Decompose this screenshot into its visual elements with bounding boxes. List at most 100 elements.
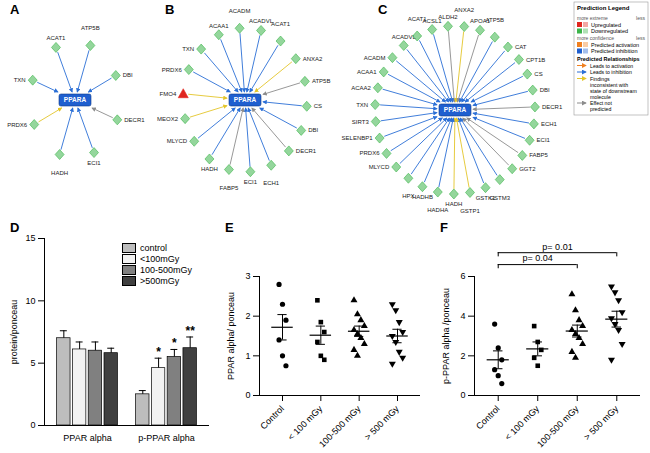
svg-text:Upregulated: Upregulated bbox=[591, 22, 621, 28]
svg-text:HADH: HADH bbox=[201, 166, 218, 172]
svg-text:GSTK1: GSTK1 bbox=[476, 195, 496, 201]
svg-text:ACADM: ACADM bbox=[229, 8, 251, 14]
svg-text:HPX: HPX bbox=[402, 193, 414, 199]
svg-text:p-PPAR alpha /ponceau: p-PPAR alpha /ponceau bbox=[441, 288, 451, 384]
svg-text:FMO4: FMO4 bbox=[160, 91, 177, 97]
svg-text:p-PPAR alpha: p-PPAR alpha bbox=[138, 433, 194, 443]
svg-text:ACAT1: ACAT1 bbox=[47, 35, 67, 41]
svg-text:CS: CS bbox=[534, 71, 542, 77]
svg-text:FABP5: FABP5 bbox=[220, 185, 239, 191]
svg-text:4: 4 bbox=[460, 311, 465, 321]
svg-text:2: 2 bbox=[460, 351, 465, 361]
svg-text:PPAR alpha: PPAR alpha bbox=[63, 433, 111, 443]
svg-text:more extreme: more extreme bbox=[577, 15, 608, 21]
svg-text:TXN: TXN bbox=[14, 77, 26, 83]
svg-text:DBI: DBI bbox=[308, 127, 318, 133]
svg-text:3: 3 bbox=[245, 271, 250, 281]
svg-text:100-500 mGy: 100-500 mGy bbox=[535, 403, 581, 449]
svg-text:PRDX6: PRDX6 bbox=[7, 122, 28, 128]
svg-text:ANXA2: ANXA2 bbox=[454, 7, 474, 13]
svg-text:ECH1: ECH1 bbox=[263, 180, 280, 186]
svg-text:< 100 mGy: < 100 mGy bbox=[503, 403, 542, 442]
svg-text:ACAA2: ACAA2 bbox=[351, 85, 371, 91]
svg-text:DBI: DBI bbox=[540, 87, 550, 93]
svg-text:HADHB: HADHB bbox=[412, 194, 433, 200]
svg-text:Leads to activation: Leads to activation bbox=[590, 63, 633, 69]
svg-text:1: 1 bbox=[245, 351, 250, 361]
svg-text:CAT: CAT bbox=[515, 44, 527, 50]
svg-text:CS: CS bbox=[314, 103, 322, 109]
svg-text:ACADVL: ACADVL bbox=[392, 34, 417, 40]
svg-text:Predicted Relationships: Predicted Relationships bbox=[577, 56, 640, 62]
svg-text:ECI1: ECI1 bbox=[537, 137, 551, 143]
svg-text:C: C bbox=[378, 2, 388, 17]
svg-text:Control: Control bbox=[258, 404, 286, 432]
svg-text:Downregulated: Downregulated bbox=[591, 28, 628, 34]
svg-text:GSTP1: GSTP1 bbox=[460, 208, 480, 214]
svg-text:MLYCD: MLYCD bbox=[167, 138, 188, 144]
svg-text:DECR1: DECR1 bbox=[542, 104, 563, 110]
svg-text:ECI1: ECI1 bbox=[87, 160, 101, 166]
svg-text:Predicted activation: Predicted activation bbox=[591, 42, 639, 48]
svg-text:ACSL1: ACSL1 bbox=[423, 18, 443, 24]
svg-text:PPARA: PPARA bbox=[64, 96, 87, 103]
svg-text:ECH1: ECH1 bbox=[541, 121, 558, 127]
svg-text:ATP5B: ATP5B bbox=[312, 78, 331, 84]
svg-text:Predicted inhibition: Predicted inhibition bbox=[591, 48, 637, 54]
svg-text:DECR1: DECR1 bbox=[124, 117, 145, 123]
svg-text:Prediction Legend: Prediction Legend bbox=[577, 5, 630, 11]
svg-text:Leads to inhibition: Leads to inhibition bbox=[590, 69, 632, 75]
svg-text:ATP5B: ATP5B bbox=[81, 25, 100, 31]
svg-text:2: 2 bbox=[245, 311, 250, 321]
svg-text:Control: Control bbox=[474, 404, 502, 432]
svg-text:*: * bbox=[156, 345, 161, 359]
svg-text:DBI: DBI bbox=[123, 72, 133, 78]
svg-text:ANXA2: ANXA2 bbox=[303, 56, 323, 62]
svg-text:ACADM: ACADM bbox=[364, 55, 386, 61]
svg-text:*: * bbox=[172, 336, 177, 350]
svg-text:5: 5 bbox=[30, 358, 35, 368]
svg-text:0: 0 bbox=[460, 390, 465, 400]
svg-text:A: A bbox=[10, 2, 20, 17]
svg-text:GGT2: GGT2 bbox=[519, 166, 536, 172]
svg-text:B: B bbox=[165, 2, 174, 17]
svg-text:less: less bbox=[636, 15, 645, 21]
svg-text:> 500 mGy: > 500 mGy bbox=[363, 403, 402, 442]
svg-text:MEOX2: MEOX2 bbox=[157, 116, 179, 122]
svg-text:0: 0 bbox=[245, 390, 250, 400]
svg-text:p= 0.04: p= 0.04 bbox=[523, 253, 553, 263]
svg-text:DECR1: DECR1 bbox=[296, 148, 317, 154]
svg-text:ACAT1: ACAT1 bbox=[271, 21, 291, 27]
svg-text:100-500 mGy: 100-500 mGy bbox=[317, 403, 363, 449]
svg-text:6: 6 bbox=[460, 271, 465, 281]
svg-text:15: 15 bbox=[25, 233, 35, 243]
svg-text:< 100 mGy: < 100 mGy bbox=[286, 403, 325, 442]
svg-text:PRDX6: PRDX6 bbox=[162, 67, 183, 73]
svg-text:protein/ponceau: protein/ponceau bbox=[9, 300, 19, 365]
svg-text:0: 0 bbox=[30, 420, 35, 430]
svg-text:ACADVL: ACADVL bbox=[249, 18, 274, 24]
svg-text:less: less bbox=[636, 35, 645, 41]
svg-text:SELENBP1: SELENBP1 bbox=[342, 135, 374, 141]
svg-text:PPARA: PPARA bbox=[444, 106, 467, 113]
svg-text:TXN: TXN bbox=[356, 102, 368, 108]
svg-text:PPARA: PPARA bbox=[234, 96, 257, 103]
svg-text:HADH: HADH bbox=[51, 170, 68, 176]
svg-text:ECI1: ECI1 bbox=[244, 179, 258, 185]
svg-text:ACAA1: ACAA1 bbox=[357, 69, 377, 75]
svg-text:TXN: TXN bbox=[182, 46, 194, 52]
svg-text:molecule: molecule bbox=[590, 94, 611, 100]
svg-text:more confidence: more confidence bbox=[577, 35, 614, 41]
svg-text:predicted: predicted bbox=[590, 106, 611, 112]
svg-text:p= 0.01: p= 0.01 bbox=[542, 242, 572, 252]
svg-text:HADHA: HADHA bbox=[427, 207, 448, 213]
svg-text:SIRT3: SIRT3 bbox=[352, 119, 370, 125]
svg-text:PRDX6: PRDX6 bbox=[360, 150, 381, 156]
svg-text:MLYCD: MLYCD bbox=[369, 164, 390, 170]
svg-text:FABP5: FABP5 bbox=[529, 152, 548, 158]
svg-text:10: 10 bbox=[25, 296, 35, 306]
svg-text:ATP5B: ATP5B bbox=[486, 17, 505, 23]
svg-text:CPT1B: CPT1B bbox=[526, 57, 545, 63]
svg-text:PPAR alpha/ ponceau: PPAR alpha/ ponceau bbox=[226, 292, 236, 380]
svg-text:ACAA1: ACAA1 bbox=[209, 23, 229, 29]
